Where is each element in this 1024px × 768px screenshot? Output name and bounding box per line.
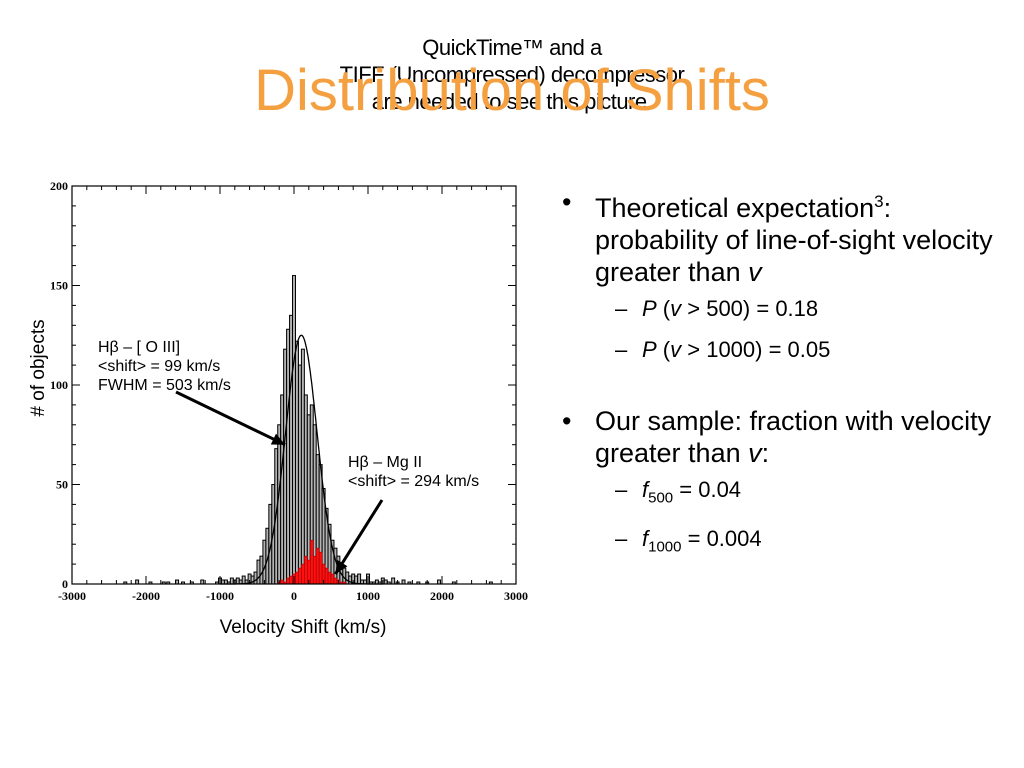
footnote-ref: 3 (874, 192, 884, 211)
variable-v: v (748, 438, 762, 468)
y-tick-label: 150 (50, 279, 68, 293)
hb-mgii-bar (315, 547, 320, 585)
sub-bullet-p1000: – P (v > 1000) = 0.05 (562, 336, 1002, 364)
y-axis-title: # of objects (28, 319, 49, 416)
sub-bullet-f500: – f500 = 0.04 (562, 476, 1002, 512)
quicktime-line-1: QuickTime™ and a (422, 35, 602, 60)
sub-bullet-marker: – (615, 477, 628, 502)
annotation-text: FWHM = 503 km/s (98, 377, 231, 394)
sub-bullet-marker: – (615, 296, 628, 321)
annotation-text: <shift> = 99 km/s (98, 358, 220, 375)
sub-bullet-marker: – (615, 337, 628, 362)
subscript-500: 500 (648, 489, 674, 507)
symbol-p: P (642, 296, 657, 321)
hb-mgii-bar (309, 539, 314, 585)
bullet-marker: • (562, 187, 572, 217)
x-tick-label: -2000 (132, 589, 160, 603)
symbol-f: f (642, 526, 649, 552)
annotation-group: Hβ – [ O III] <shift> = 99 km/s FWHM = 503… (98, 339, 286, 447)
hb-mgii-bar (330, 573, 335, 585)
hb-mgii-bar (327, 571, 332, 585)
bullet-our-sample: • Our sample: fraction with velocity gre… (562, 405, 1002, 469)
annotation-group: Hβ – Mg II <shift> = 294 km/s (334, 454, 479, 575)
slide-title: Distribution of Shifts (254, 58, 770, 123)
sub-bullet-f1000: – f1000 = 0.004 (562, 525, 1002, 561)
quicktime-line-2: TIFF (Uncompressed) decompressor (339, 62, 685, 87)
hb-mgii-bar (295, 571, 299, 585)
hb-mgii-bar (324, 567, 329, 585)
bullet-text: Theoretical expectation (595, 193, 875, 223)
sub-bullet-p500: – P (v > 500) = 0.18 (562, 295, 1002, 323)
symbol-p: P (642, 337, 657, 362)
annotation-text: Hβ – [ O III] (98, 339, 180, 356)
symbol-f: f (642, 477, 649, 502)
annotation-text: <shift> = 294 km/s (348, 473, 479, 490)
variable-v: v (748, 257, 762, 287)
hb-mgii-bar (333, 577, 338, 585)
variable-v: v (670, 337, 682, 362)
quicktime-placeholder-notice: QuickTime™ and a TIFF (Uncompressed) dec… (262, 34, 762, 115)
y-tick-label: 200 (50, 179, 68, 193)
sub-bullet-marker: – (615, 526, 628, 552)
hb-mgii-bar (304, 555, 308, 585)
y-tick-label: 100 (50, 378, 68, 392)
bullet-marker: • (562, 406, 572, 436)
sub-bullet-value: = 0.004 (681, 526, 762, 552)
paren-open: ( (656, 296, 671, 321)
quicktime-line-3: are needed to see this picture. (371, 89, 653, 114)
hb-mgii-bar (301, 563, 305, 585)
x-axis-title: Velocity Shift (km/s) (220, 617, 387, 638)
arrowhead (335, 559, 348, 575)
hb-mgii-bar (318, 551, 323, 585)
sub-bullet-value: = 0.04 (673, 477, 742, 502)
bullet-list: • Theoretical expectation3: probability … (562, 186, 1002, 575)
gaussian-fit-line (220, 334, 383, 585)
x-tick-label: 0 (291, 589, 297, 603)
x-tick-label: -1000 (206, 589, 234, 603)
hb-mgii-bar (286, 577, 290, 585)
hb-mgii-bar (298, 567, 302, 585)
arrowhead (270, 433, 286, 445)
hb-mgii-bar (312, 555, 317, 585)
annotation-text: Hβ – Mg II (348, 454, 422, 471)
bullet-text-cont: : probability of line-of-sight velocity … (595, 193, 993, 287)
annotation-arrow (334, 499, 384, 575)
sub-bullet-value: > 500) = 0.18 (681, 296, 819, 321)
bullet-text-cont: : (761, 438, 770, 468)
variable-v: v (670, 296, 682, 321)
x-tick-label: 3000 (504, 589, 528, 603)
bullet-text: Our sample: fraction with velocity great… (595, 406, 992, 468)
bullet-theoretical-expectation: • Theoretical expectation3: probability … (562, 186, 1002, 288)
y-tick-label: 50 (56, 478, 68, 492)
hb-oiii-bar (391, 577, 396, 585)
hb-mgii-bar (289, 575, 293, 585)
annotation-arrow (175, 390, 286, 447)
x-tick-label: -3000 (58, 589, 86, 603)
y-tick-label: 0 (62, 577, 68, 591)
x-tick-label: 2000 (430, 589, 454, 603)
x-tick-label: 1000 (356, 589, 380, 603)
sub-bullet-value: > 1000) = 0.05 (681, 337, 831, 362)
paren-open: ( (656, 337, 671, 362)
subscript-1000: 1000 (648, 538, 682, 556)
